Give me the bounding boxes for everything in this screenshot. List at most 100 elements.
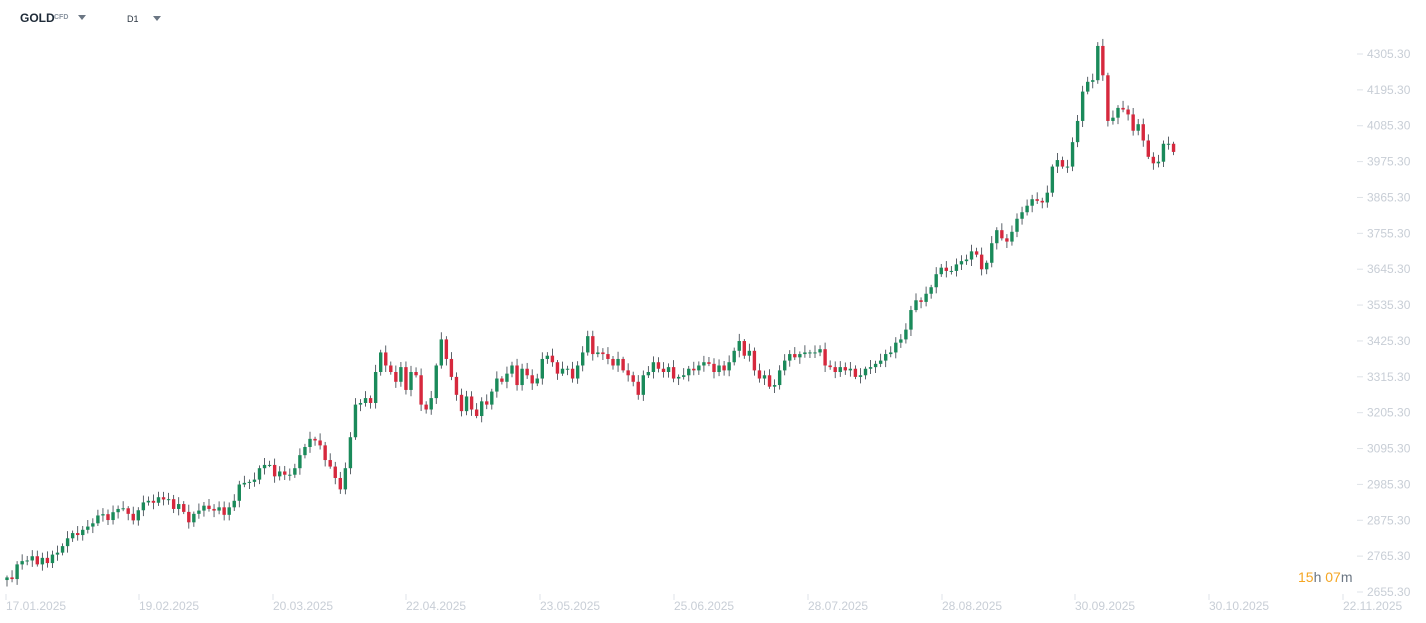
candle [772, 379, 777, 393]
candle [10, 570, 14, 583]
candle [661, 362, 666, 378]
candle [1116, 105, 1120, 125]
candle [212, 504, 216, 518]
candle [207, 499, 211, 512]
candle [242, 475, 247, 488]
candle [15, 561, 19, 585]
timeframe-label[interactable]: D1 [127, 14, 139, 24]
candle [363, 391, 368, 407]
candle [1055, 152, 1060, 173]
candle [101, 508, 105, 522]
candle [91, 518, 95, 534]
candle [641, 370, 645, 401]
candle [656, 357, 661, 373]
candle [121, 501, 125, 512]
candle [889, 346, 893, 358]
candle [439, 332, 443, 369]
instrument-type: CFD [54, 14, 69, 21]
candle [682, 368, 686, 380]
x-tick-label: 22.04.2025 [406, 599, 466, 613]
candle [192, 511, 196, 527]
x-tick-label: 19.02.2025 [139, 599, 199, 613]
candle [222, 501, 226, 521]
candle [1156, 154, 1161, 168]
x-tick-label: 28.08.2025 [942, 599, 1002, 613]
candle [429, 390, 433, 415]
candle [611, 355, 615, 370]
candle [25, 555, 29, 566]
candle [1080, 85, 1085, 128]
candle [692, 361, 696, 376]
x-tick-label: 25.06.2025 [674, 599, 734, 613]
candle [399, 361, 403, 387]
candle [1065, 159, 1070, 173]
candle [838, 361, 842, 377]
candle [621, 356, 625, 373]
candle [1141, 118, 1145, 147]
candle [171, 494, 176, 514]
candle [560, 361, 565, 376]
candle [934, 267, 938, 294]
x-tick-label: 22.11.2025 [1343, 599, 1402, 613]
candle [449, 352, 454, 381]
candle [1131, 107, 1135, 136]
candle [914, 293, 918, 313]
candle [1086, 76, 1090, 95]
candle [480, 397, 484, 423]
caret-down-icon[interactable] [78, 15, 86, 20]
candle [581, 346, 585, 372]
candle [459, 388, 464, 417]
candle [156, 491, 161, 506]
x-tick-label: 30.09.2025 [1075, 599, 1135, 613]
candle [666, 363, 671, 378]
candle [924, 286, 928, 307]
candle [565, 365, 570, 376]
candle [30, 550, 34, 567]
candle [919, 297, 923, 309]
candle [1136, 119, 1140, 136]
candle [490, 388, 494, 410]
symbol-name[interactable]: GOLD [20, 11, 55, 25]
y-tick-label: 3975.30 [1367, 155, 1411, 169]
candle [419, 368, 423, 412]
candle [146, 496, 151, 506]
candle [414, 367, 418, 378]
candle [848, 362, 853, 377]
y-axis: 4305.30 4195.30 4085.30 3975.30 3865.30 3755.… [1357, 47, 1411, 599]
candle [596, 346, 600, 358]
candle [1161, 140, 1166, 167]
candle [1025, 199, 1029, 216]
candle [717, 359, 721, 377]
candle [202, 502, 206, 517]
y-tick-label: 3205.30 [1367, 406, 1411, 420]
candle [343, 462, 348, 495]
candle [575, 361, 580, 384]
candle [833, 361, 837, 379]
candle [868, 359, 873, 375]
candle [1060, 156, 1065, 169]
candle [732, 347, 736, 366]
candle [808, 349, 812, 359]
candle [1091, 73, 1095, 89]
candle [1070, 137, 1075, 172]
candle [505, 366, 509, 389]
caret-down-icon[interactable] [153, 16, 161, 21]
candle [515, 358, 519, 391]
candle [646, 366, 651, 378]
candle [166, 492, 171, 505]
candle [373, 364, 378, 409]
candle [35, 550, 39, 567]
candle [904, 323, 908, 344]
candle [136, 507, 140, 526]
candle [111, 505, 115, 525]
candle [187, 504, 191, 529]
candle [909, 305, 913, 337]
candle [858, 368, 863, 384]
y-tick-label: 2985.30 [1367, 477, 1411, 491]
candle [65, 531, 70, 553]
candle [954, 258, 959, 277]
candle [288, 468, 292, 481]
candle [469, 391, 474, 416]
candle [368, 395, 373, 409]
